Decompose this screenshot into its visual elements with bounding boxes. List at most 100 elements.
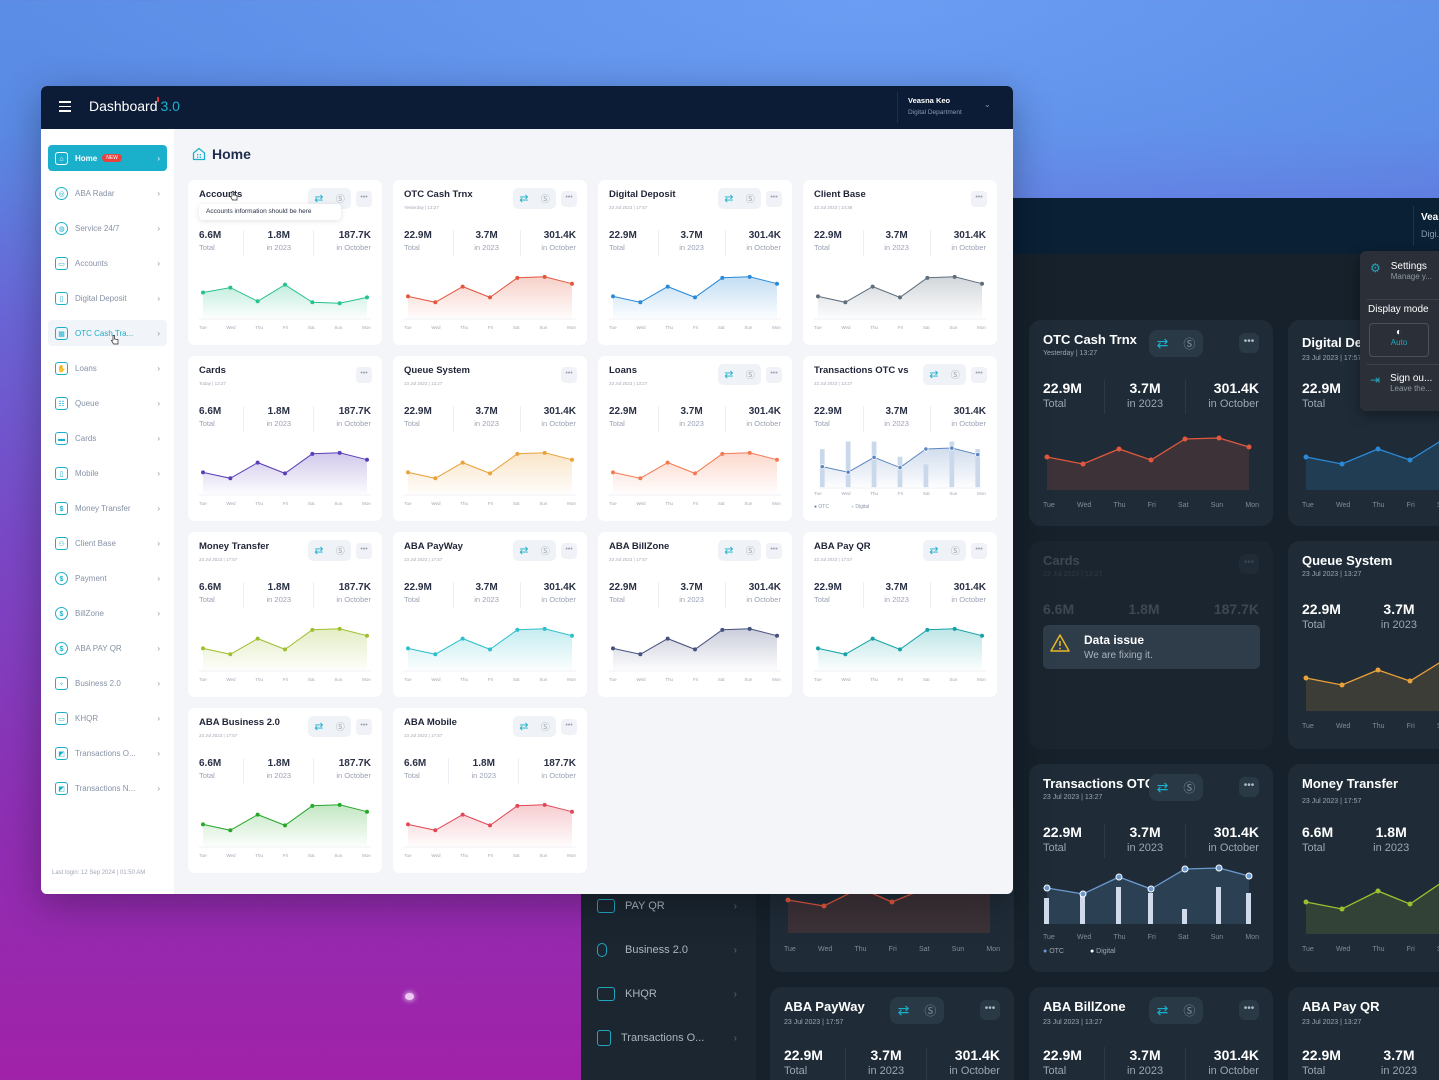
card-title[interactable]: ABA PayWay xyxy=(404,541,463,552)
stat-total: 22.9M xyxy=(609,230,637,241)
currency-refresh-icon[interactable]: Ⓢ xyxy=(924,1004,937,1018)
card-title[interactable]: ABA Business 2.0 xyxy=(199,717,280,728)
currency-refresh-icon[interactable]: Ⓢ xyxy=(745,546,755,556)
dark-sidebar-item-pay-qr[interactable]: PAY QR › xyxy=(597,894,737,918)
dark-sidebar-item-transactions[interactable]: Transactions O... › xyxy=(597,1026,737,1050)
more-button[interactable]: ••• xyxy=(561,719,577,735)
hamburger-menu-icon[interactable] xyxy=(59,101,71,113)
sidebar-item-accounts[interactable]: ▭ Accounts › xyxy=(48,250,167,276)
swap-icon[interactable]: ⇄ xyxy=(519,545,529,557)
swap-icon[interactable]: ⇄ xyxy=(724,369,734,381)
sidebar-item-client-base[interactable]: ⚇ Client Base › xyxy=(48,530,167,556)
swap-icon[interactable]: ⇄ xyxy=(314,193,324,205)
settings-menu-item[interactable]: ⚙ Settings Manage y... xyxy=(1370,261,1432,281)
sidebar-item-otc-cash-tra[interactable]: ▦ OTC Cash Tra... › xyxy=(48,320,167,346)
swap-icon[interactable]: ⇄ xyxy=(724,545,734,557)
sidebar-item-queue[interactable]: ☷ Queue › xyxy=(48,390,167,416)
more-button[interactable]: ••• xyxy=(980,1000,1000,1020)
currency-refresh-icon[interactable]: Ⓢ xyxy=(335,546,345,556)
card-title[interactable]: Loans xyxy=(609,365,637,376)
currency-refresh-icon[interactable]: Ⓢ xyxy=(335,194,345,204)
more-button[interactable]: ••• xyxy=(356,719,372,735)
card-title[interactable]: Queue System xyxy=(404,365,470,376)
sidebar-item-mobile[interactable]: ▯ Mobile › xyxy=(48,460,167,486)
chevron-down-icon[interactable]: ⌄ xyxy=(984,100,991,109)
sign-out-menu-item[interactable]: ⇥ Sign ou... Leave the... xyxy=(1370,373,1433,393)
swap-icon[interactable]: ⇄ xyxy=(929,545,939,557)
card-title[interactable]: ABA BillZone xyxy=(609,541,670,552)
sidebar-item-transactions-n[interactable]: ◩ Transactions N... › xyxy=(48,775,167,801)
more-button[interactable]: ••• xyxy=(561,543,577,559)
card-timestamp: 23 Jul 2023 | 14:38 xyxy=(814,205,853,210)
currency-refresh-icon[interactable]: Ⓢ xyxy=(745,194,755,204)
more-button[interactable]: ••• xyxy=(1239,777,1259,797)
sidebar-item-transactions-o[interactable]: ◩ Transactions O... › xyxy=(48,740,167,766)
sidebar-item-payment[interactable]: $ Payment › xyxy=(48,565,167,591)
more-button[interactable]: ••• xyxy=(356,543,372,559)
sidebar-item-aba-pay-qr[interactable]: $ ABA PAY QR › xyxy=(48,635,167,661)
currency-refresh-icon[interactable]: Ⓢ xyxy=(540,194,550,204)
swap-icon[interactable]: ⇄ xyxy=(897,1002,910,1018)
stat-total: 22.9M xyxy=(609,406,637,417)
more-button[interactable]: ••• xyxy=(1239,554,1259,574)
dark-line-chart xyxy=(1044,435,1252,490)
sidebar-item-billzone[interactable]: $ BillZone › xyxy=(48,600,167,626)
more-button[interactable]: ••• xyxy=(356,191,372,207)
more-button[interactable]: ••• xyxy=(561,191,577,207)
swap-icon[interactable]: ⇄ xyxy=(929,369,939,381)
sidebar-item-home[interactable]: ⌂ Home NEW › xyxy=(48,145,167,171)
more-button[interactable]: ••• xyxy=(356,367,372,383)
more-button[interactable]: ••• xyxy=(1239,1000,1259,1020)
user-profile-button[interactable]: Veasna Keo Digital Department xyxy=(908,96,962,116)
sidebar-item-money-transfer[interactable]: $ Money Transfer › xyxy=(48,495,167,521)
card-title[interactable]: ABA Mobile xyxy=(404,717,457,728)
swap-icon[interactable]: ⇄ xyxy=(519,193,529,205)
dark-user-name[interactable]: Vea... xyxy=(1421,212,1439,223)
card-title[interactable]: Digital Deposit xyxy=(609,189,676,200)
dark-sidebar-item-khqr[interactable]: KHQR › xyxy=(597,982,737,1006)
currency-refresh-icon[interactable]: Ⓢ xyxy=(335,722,345,732)
more-button[interactable]: ••• xyxy=(971,543,987,559)
more-button[interactable]: ••• xyxy=(766,191,782,207)
card-title[interactable]: ABA Pay QR xyxy=(814,541,871,552)
currency-refresh-icon[interactable]: Ⓢ xyxy=(540,546,550,556)
swap-icon[interactable]: ⇄ xyxy=(314,545,324,557)
card-title[interactable]: Accounts xyxy=(199,189,243,200)
card-title[interactable]: Transactions OTC vs xyxy=(814,365,909,376)
sidebar-item-aba-radar[interactable]: ◎ ABA Radar › xyxy=(48,180,167,206)
display-mode-auto-button[interactable]: ◐ Auto xyxy=(1369,323,1429,357)
more-button[interactable]: ••• xyxy=(971,367,987,383)
card-title[interactable]: Client Base xyxy=(814,189,866,200)
currency-refresh-icon[interactable]: Ⓢ xyxy=(1183,781,1196,795)
swap-icon[interactable]: ⇄ xyxy=(519,721,529,733)
currency-refresh-icon[interactable]: Ⓢ xyxy=(1183,337,1196,351)
more-button[interactable]: ••• xyxy=(1239,333,1259,353)
card-title[interactable]: Cards xyxy=(199,365,226,376)
swap-icon[interactable]: ⇄ xyxy=(1156,1002,1169,1018)
more-button[interactable]: ••• xyxy=(766,543,782,559)
sidebar-item-cards[interactable]: ▬ Cards › xyxy=(48,425,167,451)
more-button[interactable]: ••• xyxy=(766,367,782,383)
card-title[interactable]: Money Transfer xyxy=(199,541,270,552)
sidebar-item-khqr[interactable]: ▭ KHQR › xyxy=(48,705,167,731)
sidebar-item-loans[interactable]: ✋ Loans › xyxy=(48,355,167,381)
sidebar-item-digital-deposit[interactable]: ▯ Digital Deposit › xyxy=(48,285,167,311)
swap-icon[interactable]: ⇄ xyxy=(314,721,324,733)
dark-sidebar-item-business[interactable]: Business 2.0 › xyxy=(597,938,737,962)
more-button[interactable]: ••• xyxy=(971,191,987,207)
swap-icon[interactable]: ⇄ xyxy=(1156,779,1169,795)
currency-refresh-icon[interactable]: Ⓢ xyxy=(950,370,960,380)
sidebar-item-service-24-7[interactable]: ◍ Service 24/7 › xyxy=(48,215,167,241)
dark-card-money-transfer: Money Transfer 23 Jul 2023 | 17:57 6.6M T… xyxy=(1288,764,1439,972)
chevron-right-icon: › xyxy=(157,398,160,408)
card-actions: ⇄ Ⓢ xyxy=(1149,774,1203,801)
currency-refresh-icon[interactable]: Ⓢ xyxy=(950,546,960,556)
sidebar-item-business-2-0[interactable]: ♆ Business 2.0 › xyxy=(48,670,167,696)
swap-icon[interactable]: ⇄ xyxy=(724,193,734,205)
more-button[interactable]: ••• xyxy=(561,367,577,383)
currency-refresh-icon[interactable]: Ⓢ xyxy=(745,370,755,380)
currency-refresh-icon[interactable]: Ⓢ xyxy=(1183,1004,1196,1018)
card-title[interactable]: OTC Cash Trnx xyxy=(404,189,473,200)
swap-icon[interactable]: ⇄ xyxy=(1156,335,1169,351)
currency-refresh-icon[interactable]: Ⓢ xyxy=(540,722,550,732)
